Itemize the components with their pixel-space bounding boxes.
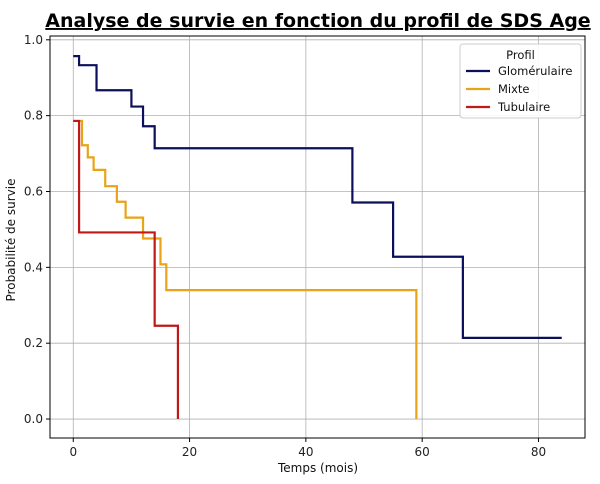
legend-label: Tubulaire [497, 100, 550, 114]
series-line-tubulaire [73, 119, 180, 420]
series-layer [73, 55, 562, 420]
plot-frame [49, 35, 586, 439]
y-axis-label: Probabilité de survie [4, 179, 18, 302]
y-tick-label: 0.4 [24, 260, 43, 274]
x-tick-label: 40 [298, 445, 313, 459]
x-tick-label: 0 [69, 445, 77, 459]
chart-title: Analyse de survie en fonction du profil … [45, 10, 590, 32]
legend-title: Profil [506, 48, 535, 62]
y-tick-label: 0.2 [24, 336, 43, 350]
x-axis-label: Temps (mois) [277, 461, 358, 475]
series-line-glomerulaire [73, 55, 562, 339]
y-tick-label: 1.0 [24, 33, 43, 47]
axes: 0 20 40 60 80 0.0 0.2 0.4 0.6 0.8 1.0 [24, 33, 586, 459]
y-tick-label: 0.8 [24, 109, 43, 123]
y-tick-label: 0.6 [24, 184, 43, 198]
series-line-mixte [73, 119, 418, 420]
legend-label: Glomérulaire [498, 64, 572, 78]
legend-label: Mixte [498, 82, 530, 96]
y-tick-label: 0.0 [24, 412, 43, 426]
x-tick-label: 20 [182, 445, 197, 459]
legend: Profil Glomérulaire Mixte Tubulaire [459, 43, 582, 119]
legend-box [459, 43, 582, 119]
x-tick-label: 60 [415, 445, 430, 459]
x-tick-label: 80 [531, 445, 546, 459]
